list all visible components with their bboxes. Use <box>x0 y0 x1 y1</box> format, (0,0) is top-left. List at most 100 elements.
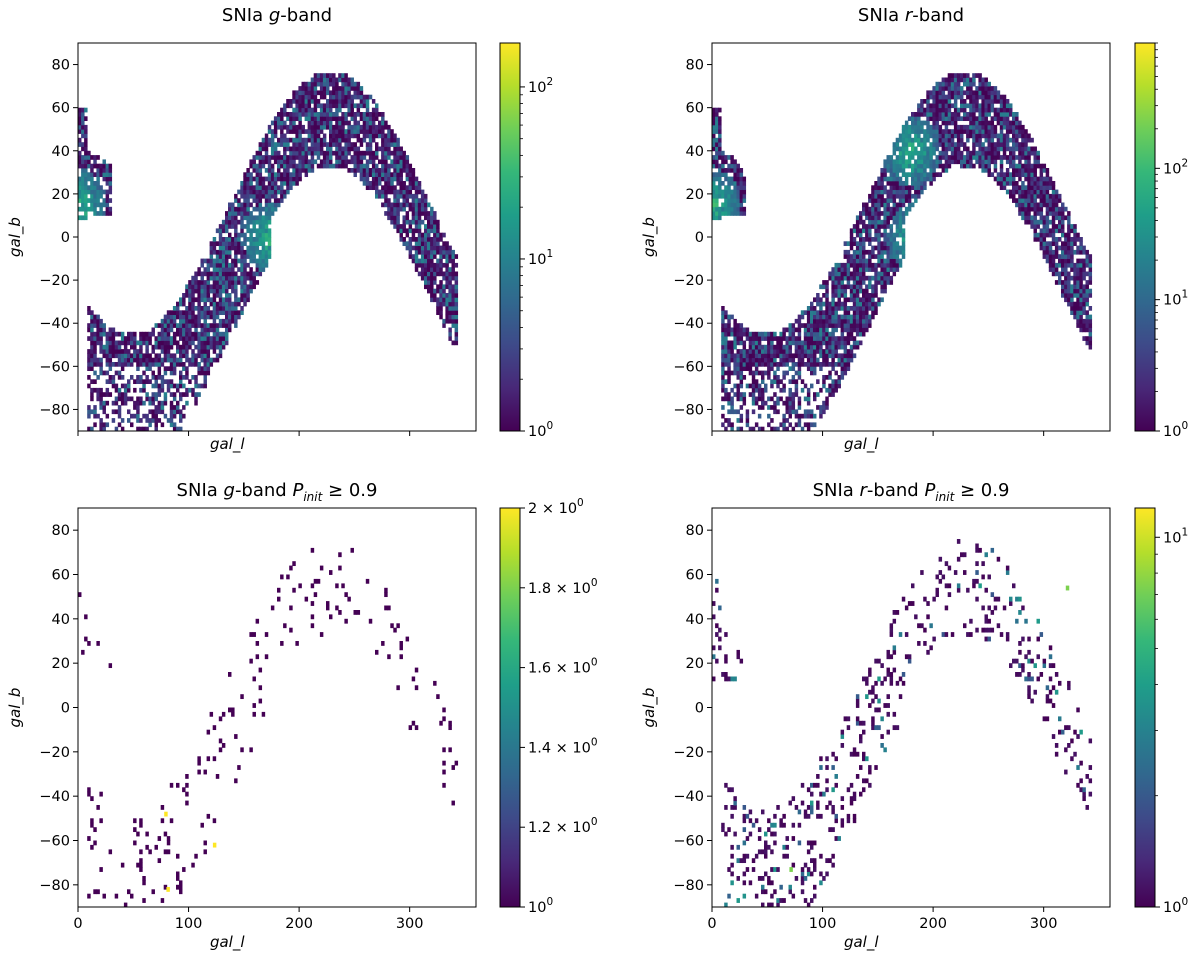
heatmap-cell <box>160 409 165 415</box>
heatmap-cell <box>387 150 391 156</box>
heatmap-cell <box>212 297 217 303</box>
heatmap-cell <box>326 155 330 160</box>
heatmap-cell <box>966 137 970 143</box>
heatmap-cell <box>264 137 269 143</box>
heatmap-cell <box>396 137 400 143</box>
heatmap-cell <box>779 353 783 359</box>
heatmap-cell <box>757 331 762 337</box>
heatmap-cell <box>445 314 449 320</box>
heatmap-cell <box>849 327 854 333</box>
heatmap-cell <box>794 422 799 428</box>
heatmap-cell <box>920 176 924 182</box>
heatmap-cell <box>93 172 97 178</box>
heatmap-cell <box>883 249 887 255</box>
heatmap-cell <box>837 288 841 294</box>
heatmap-cell <box>169 370 174 376</box>
heatmap-cell <box>322 137 327 143</box>
heatmap-cell <box>1061 215 1065 221</box>
heatmap-cell <box>950 103 955 109</box>
heatmap-cell <box>932 94 936 100</box>
heatmap-cell <box>316 142 321 147</box>
heatmap-cell <box>117 362 122 367</box>
heatmap-cell <box>212 327 217 333</box>
heatmap-cell <box>806 318 811 324</box>
heatmap-cell <box>304 107 309 113</box>
heatmap-cell <box>353 172 357 178</box>
heatmap-cell <box>712 129 716 134</box>
heatmap-cell <box>871 306 875 311</box>
heatmap-cell <box>362 181 367 186</box>
heatmap-cell <box>378 120 382 126</box>
heatmap-cell <box>448 249 452 255</box>
heatmap-cell <box>292 112 296 117</box>
heatmap-cell <box>764 353 768 359</box>
heatmap-cell <box>745 418 750 423</box>
heatmap-cell <box>454 280 459 285</box>
heatmap-cell <box>764 400 768 406</box>
heatmap-cell <box>730 331 734 337</box>
heatmap-cell <box>234 310 238 316</box>
heatmap-cell <box>399 206 403 212</box>
heatmap-cell <box>1042 189 1047 195</box>
heatmap-cell <box>117 405 122 410</box>
heatmap-cell <box>191 375 195 380</box>
heatmap-cell <box>347 124 351 130</box>
heatmap-cell <box>166 344 171 350</box>
heatmap-cell <box>390 142 394 147</box>
heatmap-cell <box>225 318 229 324</box>
heatmap-cell <box>362 124 367 130</box>
heatmap-cell <box>225 241 229 247</box>
heatmap-cell <box>371 176 376 182</box>
heatmap-cell <box>405 211 410 216</box>
heatmap-cell <box>1005 120 1010 126</box>
heatmap-cell <box>365 163 370 169</box>
heatmap-cell <box>966 155 970 160</box>
heatmap-cell <box>347 168 351 173</box>
heatmap-cell <box>203 267 207 272</box>
heatmap-cell <box>160 336 165 341</box>
heatmap-cell <box>84 163 88 169</box>
heatmap-cell <box>987 86 991 91</box>
heatmap-cell <box>280 176 284 182</box>
heatmap-cell <box>130 362 134 367</box>
heatmap-cell <box>966 163 970 169</box>
heatmap-cell <box>721 413 725 419</box>
heatmap-cell <box>733 340 737 346</box>
heatmap-cell <box>727 314 731 320</box>
heatmap-cell <box>889 193 894 199</box>
heatmap-cell <box>102 189 106 195</box>
heatmap-cell <box>963 77 967 83</box>
heatmap-cell <box>883 232 887 238</box>
heatmap-cell <box>1033 185 1037 191</box>
heatmap-cell <box>362 168 367 173</box>
heatmap-cell <box>950 137 955 143</box>
heatmap-cell <box>840 340 845 346</box>
heatmap-cell <box>301 112 305 117</box>
heatmap-cell <box>868 258 872 264</box>
heatmap-cell <box>130 353 134 359</box>
heatmap-cell <box>914 112 918 117</box>
heatmap-cell <box>270 146 275 152</box>
heatmap-cell <box>451 297 455 303</box>
heatmap-cell <box>724 418 728 423</box>
heatmap-cell <box>120 375 125 380</box>
heatmap-cell <box>393 206 397 212</box>
heatmap-cell <box>371 159 376 165</box>
heatmap-cell <box>828 310 832 316</box>
heatmap-cell <box>1058 262 1062 268</box>
heatmap-cell <box>218 280 223 285</box>
heatmap-cell <box>286 163 290 169</box>
heatmap-cell <box>978 73 982 78</box>
heatmap-cell <box>411 211 416 216</box>
heatmap-cell <box>730 193 734 199</box>
heatmap-cell <box>154 396 158 402</box>
heatmap-cell <box>739 172 744 178</box>
heatmap-cell <box>90 396 94 402</box>
heatmap-cell <box>761 387 765 393</box>
heatmap-cell <box>185 323 189 328</box>
heatmap-cell <box>1021 168 1025 173</box>
heatmap-cell <box>408 228 413 234</box>
heatmap-cell <box>797 375 802 380</box>
heatmap-cell <box>953 77 958 83</box>
heatmap-cell <box>855 245 860 251</box>
